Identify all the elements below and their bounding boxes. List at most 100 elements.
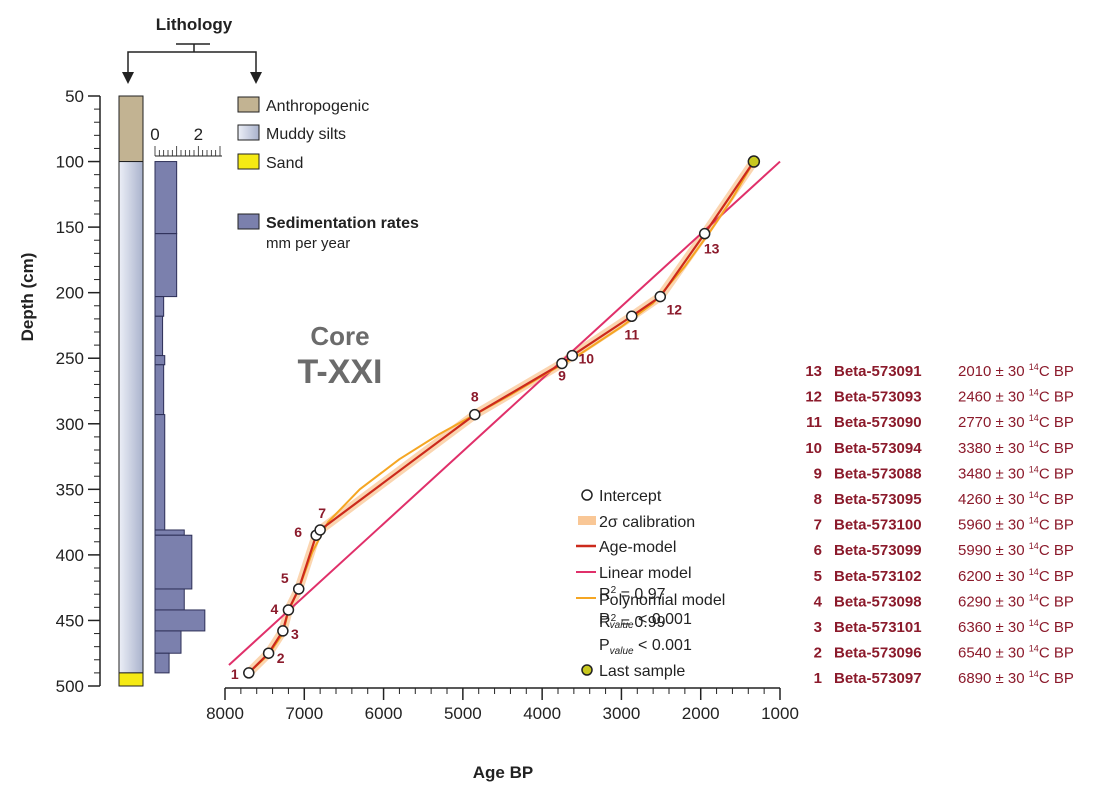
intercept-point [654, 290, 667, 303]
intercept-point [292, 583, 305, 595]
date-age: 6290 ± 30 14C BP [958, 592, 1074, 610]
x-tick-label: 3000 [603, 704, 641, 723]
sedimentation-rate-bar [154, 364, 165, 416]
intercept-point [625, 310, 638, 323]
linear-model-line [228, 160, 781, 666]
lithology-unit [118, 95, 144, 163]
date-lab-code: Beta-573093 [834, 389, 922, 406]
sedimentation-rate-bar [154, 414, 166, 531]
legend-sand: Sand [266, 155, 303, 172]
x-axis-label: Age BP [473, 763, 533, 782]
date-lab-code: Beta-573090 [834, 414, 922, 431]
legend-linear-p: Pvalue < 0.001 [599, 611, 692, 631]
legend-polynomial-model: Polynomial model [599, 592, 725, 609]
date-age: 6890 ± 30 14C BP [958, 669, 1074, 687]
legend-age-model: Age-model [599, 539, 676, 556]
intercept-point [277, 625, 289, 637]
intercept-label: 7 [318, 505, 326, 521]
intercept-label: 4 [271, 601, 279, 617]
x-tick-label: 5000 [444, 704, 482, 723]
date-lab-code: Beta-573102 [834, 568, 922, 585]
lithology-column [118, 95, 144, 687]
sedimentation-rate-bar [154, 355, 166, 366]
intercept-point [243, 667, 255, 679]
chart-title: Core [310, 321, 369, 351]
legend-last-sample: Last sample [599, 663, 685, 680]
last-sample-point [747, 155, 761, 168]
legend-sedimentation-unit: mm per year [266, 235, 350, 252]
intercept-label: 1 [231, 666, 239, 682]
chart-subtitle: T-XXI [297, 353, 382, 391]
sedimentation-rate-bar [154, 161, 178, 235]
legend-linear-r2: R2 = 0.97 [599, 585, 666, 603]
arrow-down-icon [122, 72, 134, 84]
depth-axis: 50 100 150 200 250 300 350 400 450 500 [56, 87, 101, 696]
sedimentation-rate-column [154, 161, 206, 674]
date-lab-code: Beta-573097 [834, 670, 922, 687]
legend-last-sample-symbol [581, 664, 593, 676]
x-tick-label: 6000 [365, 704, 403, 723]
date-number: 11 [806, 414, 822, 431]
sedimentation-rate-bar [154, 529, 185, 536]
lithology-title: Lithology [156, 15, 233, 34]
legend-poly-p: Pvalue < 0.001 [599, 637, 692, 657]
intercept-label: 9 [558, 367, 566, 383]
date-age: 2460 ± 30 14C BP [958, 388, 1074, 406]
date-number: 2 [814, 645, 822, 662]
y-tick-label: 400 [56, 546, 84, 565]
date-age: 5990 ± 30 14C BP [958, 541, 1074, 559]
date-number: 13 [805, 363, 822, 380]
arrow-down-icon [250, 72, 262, 84]
date-number: 3 [814, 619, 822, 636]
date-number: 1 [814, 670, 822, 687]
intercept-point [314, 524, 326, 536]
y-tick-label: 150 [56, 218, 84, 237]
intercept-label: 10 [578, 351, 594, 367]
date-number: 5 [814, 568, 822, 585]
date-lab-code: Beta-573099 [834, 542, 922, 559]
y-axis-label: Depth (cm) [18, 253, 37, 342]
intercept-label: 3 [291, 626, 299, 642]
intercept-label: 11 [624, 326, 639, 342]
date-age: 5960 ± 30 14C BP [958, 516, 1074, 534]
intercept-label: 2 [277, 650, 285, 666]
date-number: 8 [814, 491, 822, 508]
date-age: 6360 ± 30 14C BP [958, 618, 1074, 636]
x-tick-label: 4000 [523, 704, 561, 723]
legend-calibration-symbol [578, 516, 596, 525]
sedimentation-rate-bar [154, 652, 170, 674]
y-tick-label: 100 [56, 153, 84, 172]
date-lab-code: Beta-573095 [834, 491, 922, 508]
sedimentation-rate-bar [154, 315, 164, 357]
x-tick-label: 7000 [285, 704, 323, 723]
date-lab-code: Beta-573098 [834, 593, 922, 610]
legend-sedimentation-rates: Sedimentation rates [266, 215, 419, 232]
x-tick-label: 1000 [761, 704, 799, 723]
sedimentation-rate-bar [154, 233, 178, 298]
y-tick-label: 250 [56, 349, 84, 368]
date-lab-code: Beta-573096 [834, 645, 922, 662]
legend-linear-model: Linear model [599, 565, 692, 582]
sedimentation-rate-bar [154, 630, 182, 654]
date-age: 6200 ± 30 14C BP [958, 567, 1074, 585]
date-lab-code: Beta-573088 [834, 465, 922, 482]
date-age: 2010 ± 30 14C BP [958, 362, 1074, 380]
date-age: 6540 ± 30 14C BP [958, 644, 1074, 662]
y-tick-label: 500 [56, 677, 84, 696]
date-number: 7 [814, 517, 822, 534]
y-tick-label: 350 [56, 480, 84, 499]
age-axis: 8000 7000 6000 5000 4000 3000 2000 1000 [206, 687, 799, 723]
y-tick-label: 200 [56, 284, 84, 303]
legend-poly-r2: R2 = 0.99 [599, 613, 666, 631]
date-number: 9 [814, 465, 822, 482]
sedimentation-rate-bar [154, 296, 165, 317]
date-age: 3480 ± 30 14C BP [958, 464, 1074, 482]
date-lab-code: Beta-573094 [834, 440, 922, 457]
y-tick-label: 50 [65, 87, 84, 106]
intercept-point [566, 349, 579, 362]
intercept-label: 13 [704, 241, 720, 257]
intercept-label: 6 [294, 524, 302, 540]
intercept-point [556, 357, 568, 370]
